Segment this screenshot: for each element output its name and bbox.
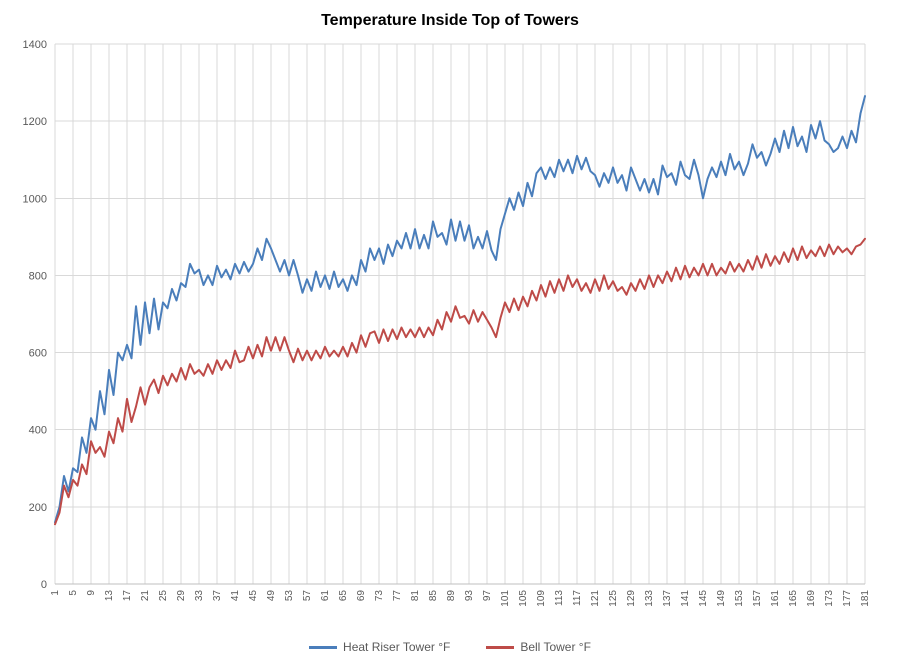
plot-area: 0200400600800100012001400 15913172125293… [55,44,865,644]
legend-item: Heat Riser Tower °F [309,640,450,654]
svg-text:157: 157 [752,590,763,607]
svg-text:1400: 1400 [23,39,47,51]
series-group [55,96,865,524]
svg-text:129: 129 [626,590,637,607]
chart-container: Temperature Inside Top of Towers 0 200 400… [0,0,900,660]
legend-swatch [309,646,337,649]
svg-text:113: 113 [554,590,565,606]
svg-text:97: 97 [482,590,493,602]
svg-text:0: 0 [41,579,47,591]
svg-text:25: 25 [158,590,169,602]
svg-text:161: 161 [770,590,781,607]
svg-text:69: 69 [356,590,367,602]
svg-text:400: 400 [29,425,47,437]
svg-text:57: 57 [302,590,313,602]
svg-text:173: 173 [824,590,835,607]
gridlines [55,44,865,584]
svg-text:1200: 1200 [23,116,47,128]
svg-text:33: 33 [194,590,205,602]
svg-text:181: 181 [860,590,871,607]
svg-text:65: 65 [338,590,349,602]
legend: Heat Riser Tower °F Bell Tower °F [0,638,900,655]
svg-text:1: 1 [50,590,61,596]
svg-text:5: 5 [68,590,79,596]
svg-text:21: 21 [140,590,151,602]
chart-title: Temperature Inside Top of Towers [0,12,900,30]
svg-text:105: 105 [518,590,529,607]
svg-text:49: 49 [266,590,277,602]
svg-text:37: 37 [212,590,223,602]
svg-text:29: 29 [176,590,187,602]
svg-text:61: 61 [320,590,331,602]
legend-item: Bell Tower °F [486,640,591,654]
y-axis-ticks: 0 200 400 600 800 1000 1200 1400 [23,39,47,591]
svg-text:109: 109 [536,590,547,607]
svg-text:1000: 1000 [23,193,47,205]
legend-swatch [486,646,514,649]
svg-text:93: 93 [464,590,475,602]
svg-text:125: 125 [608,590,619,607]
svg-text:13: 13 [104,590,115,602]
svg-text:165: 165 [788,590,799,607]
svg-text:177: 177 [842,590,853,607]
svg-text:101: 101 [500,590,511,607]
svg-text:141: 141 [680,590,691,607]
svg-text:121: 121 [590,590,601,607]
svg-text:77: 77 [392,590,403,602]
svg-text:81: 81 [410,590,421,602]
svg-text:41: 41 [230,590,241,602]
svg-text:85: 85 [428,590,439,602]
svg-text:169: 169 [806,590,817,607]
svg-text:9: 9 [86,590,97,596]
svg-text:145: 145 [698,590,709,607]
svg-text:17: 17 [122,590,133,602]
svg-text:800: 800 [29,270,47,282]
svg-text:73: 73 [374,590,385,602]
svg-text:53: 53 [284,590,295,602]
series-line [55,96,865,522]
svg-text:600: 600 [29,348,47,360]
x-axis-ticks: 1 5 9 13 17 21 25 29 33 37 41 45 49 53 57 61 65 69 73 77 81 8… [50,590,871,607]
svg-text:137: 137 [662,590,673,607]
svg-text:45: 45 [248,590,259,602]
legend-label: Bell Tower °F [520,640,591,654]
svg-text:133: 133 [644,590,655,607]
svg-text:117: 117 [572,590,583,606]
svg-text:200: 200 [29,502,47,514]
svg-text:89: 89 [446,590,457,602]
svg-text:149: 149 [716,590,727,607]
legend-label: Heat Riser Tower °F [343,640,450,654]
svg-text:153: 153 [734,590,745,607]
series-line [55,239,865,524]
